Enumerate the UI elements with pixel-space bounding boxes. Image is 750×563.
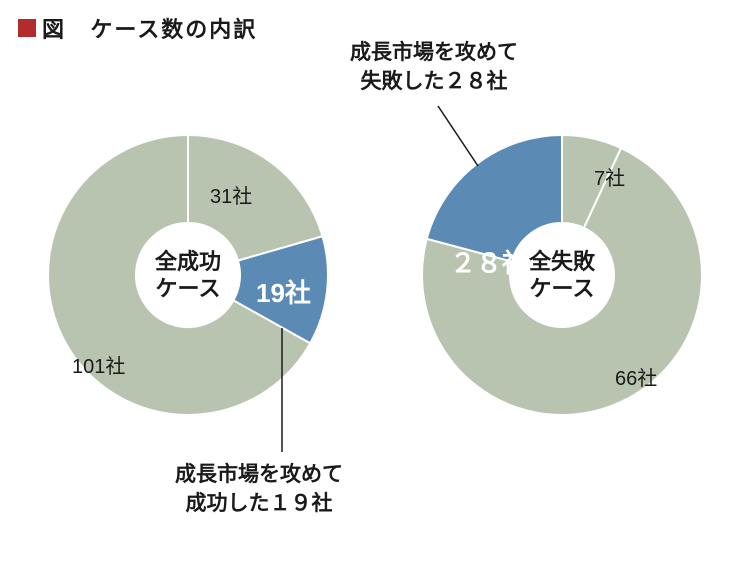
figure-title: 図 ケース数の内訳 bbox=[42, 12, 257, 44]
chart-area: 全成功 ケース 全失敗 ケース 31社 19社 101社 7社 ２８社 66社 成長市場を… bbox=[0, 44, 750, 554]
center-right-l2: ケース bbox=[530, 276, 595, 301]
center-left-l2: ケース bbox=[156, 276, 221, 301]
title-prefix: 図 bbox=[42, 17, 66, 42]
anno-right-l2: 失敗した２８社 bbox=[361, 70, 508, 93]
slice-label: ２８社 bbox=[450, 243, 528, 280]
slice-label: 7社 bbox=[594, 162, 625, 191]
annotation-failure: 成長市場を攻めて 失敗した２８社 bbox=[350, 38, 518, 97]
slice-label: 66社 bbox=[615, 362, 657, 391]
title-square-icon bbox=[18, 19, 36, 37]
anno-left-l2: 成功した１９社 bbox=[186, 492, 333, 515]
anno-right-l1: 成長市場を攻めて bbox=[350, 41, 518, 64]
anno-left-l1: 成長市場を攻めて bbox=[175, 463, 343, 486]
annotation-success: 成長市場を攻めて 成功した１９社 bbox=[175, 460, 343, 519]
slice-label: 31社 bbox=[210, 180, 252, 209]
slice-label: 101社 bbox=[72, 350, 125, 379]
title-main: ケース数の内訳 bbox=[90, 17, 257, 42]
center-left-l1: 全成功 bbox=[155, 249, 221, 274]
slice-label: 19社 bbox=[256, 273, 311, 310]
center-label-success: 全成功 ケース bbox=[138, 248, 238, 303]
center-right-l1: 全失敗 bbox=[529, 249, 595, 274]
